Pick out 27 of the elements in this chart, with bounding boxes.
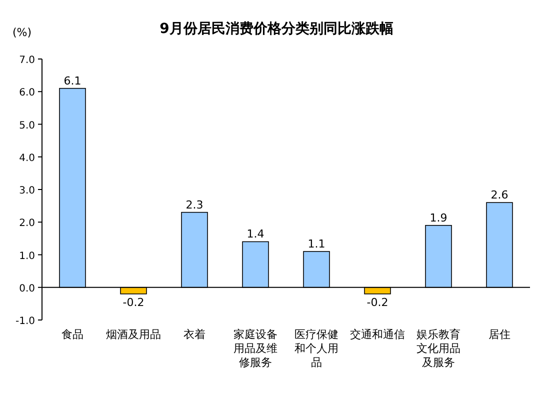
data-label: 1.9: [430, 211, 448, 224]
y-tick-label: 4.0: [19, 152, 35, 164]
x-tick-label: 交通和通信: [350, 328, 405, 341]
x-tick-label: 医疗保健和个人用品: [294, 328, 338, 369]
data-label: 1.4: [246, 228, 264, 241]
y-tick-label: 2.0: [19, 218, 35, 230]
x-tick-label: 烟酒及用品: [106, 328, 161, 341]
x-tick-label: 娱乐教育文化用品及服务: [416, 328, 460, 369]
data-label: 1.1: [308, 237, 326, 250]
x-tick-label: 衣着: [184, 328, 206, 341]
y-tick-label: 0.0: [19, 283, 35, 294]
y-tick-label: 5.0: [19, 120, 35, 132]
data-label: 2.6: [490, 188, 508, 202]
data-label: 6.1: [64, 74, 82, 88]
y-tick-label: -1.0: [15, 316, 35, 327]
y-tick-label: 7.0: [19, 55, 35, 66]
data-label: -0.2: [122, 296, 144, 309]
chart-title: 9月份居民消费价格分类别同比涨跌幅: [160, 21, 394, 37]
data-label: 2.3: [186, 198, 204, 212]
y-tick-label: 3.0: [19, 186, 35, 196]
data-label: -0.2: [366, 296, 388, 309]
x-tick-label: 食品: [62, 328, 84, 341]
x-tick-label: 居住: [488, 328, 510, 341]
x-tick-label: 家庭设备用品及维修服务: [234, 328, 278, 369]
y-axis-title: (%): [12, 26, 32, 39]
y-tick-label: 1.0: [19, 250, 35, 262]
y-tick-label: 6.0: [19, 88, 35, 99]
